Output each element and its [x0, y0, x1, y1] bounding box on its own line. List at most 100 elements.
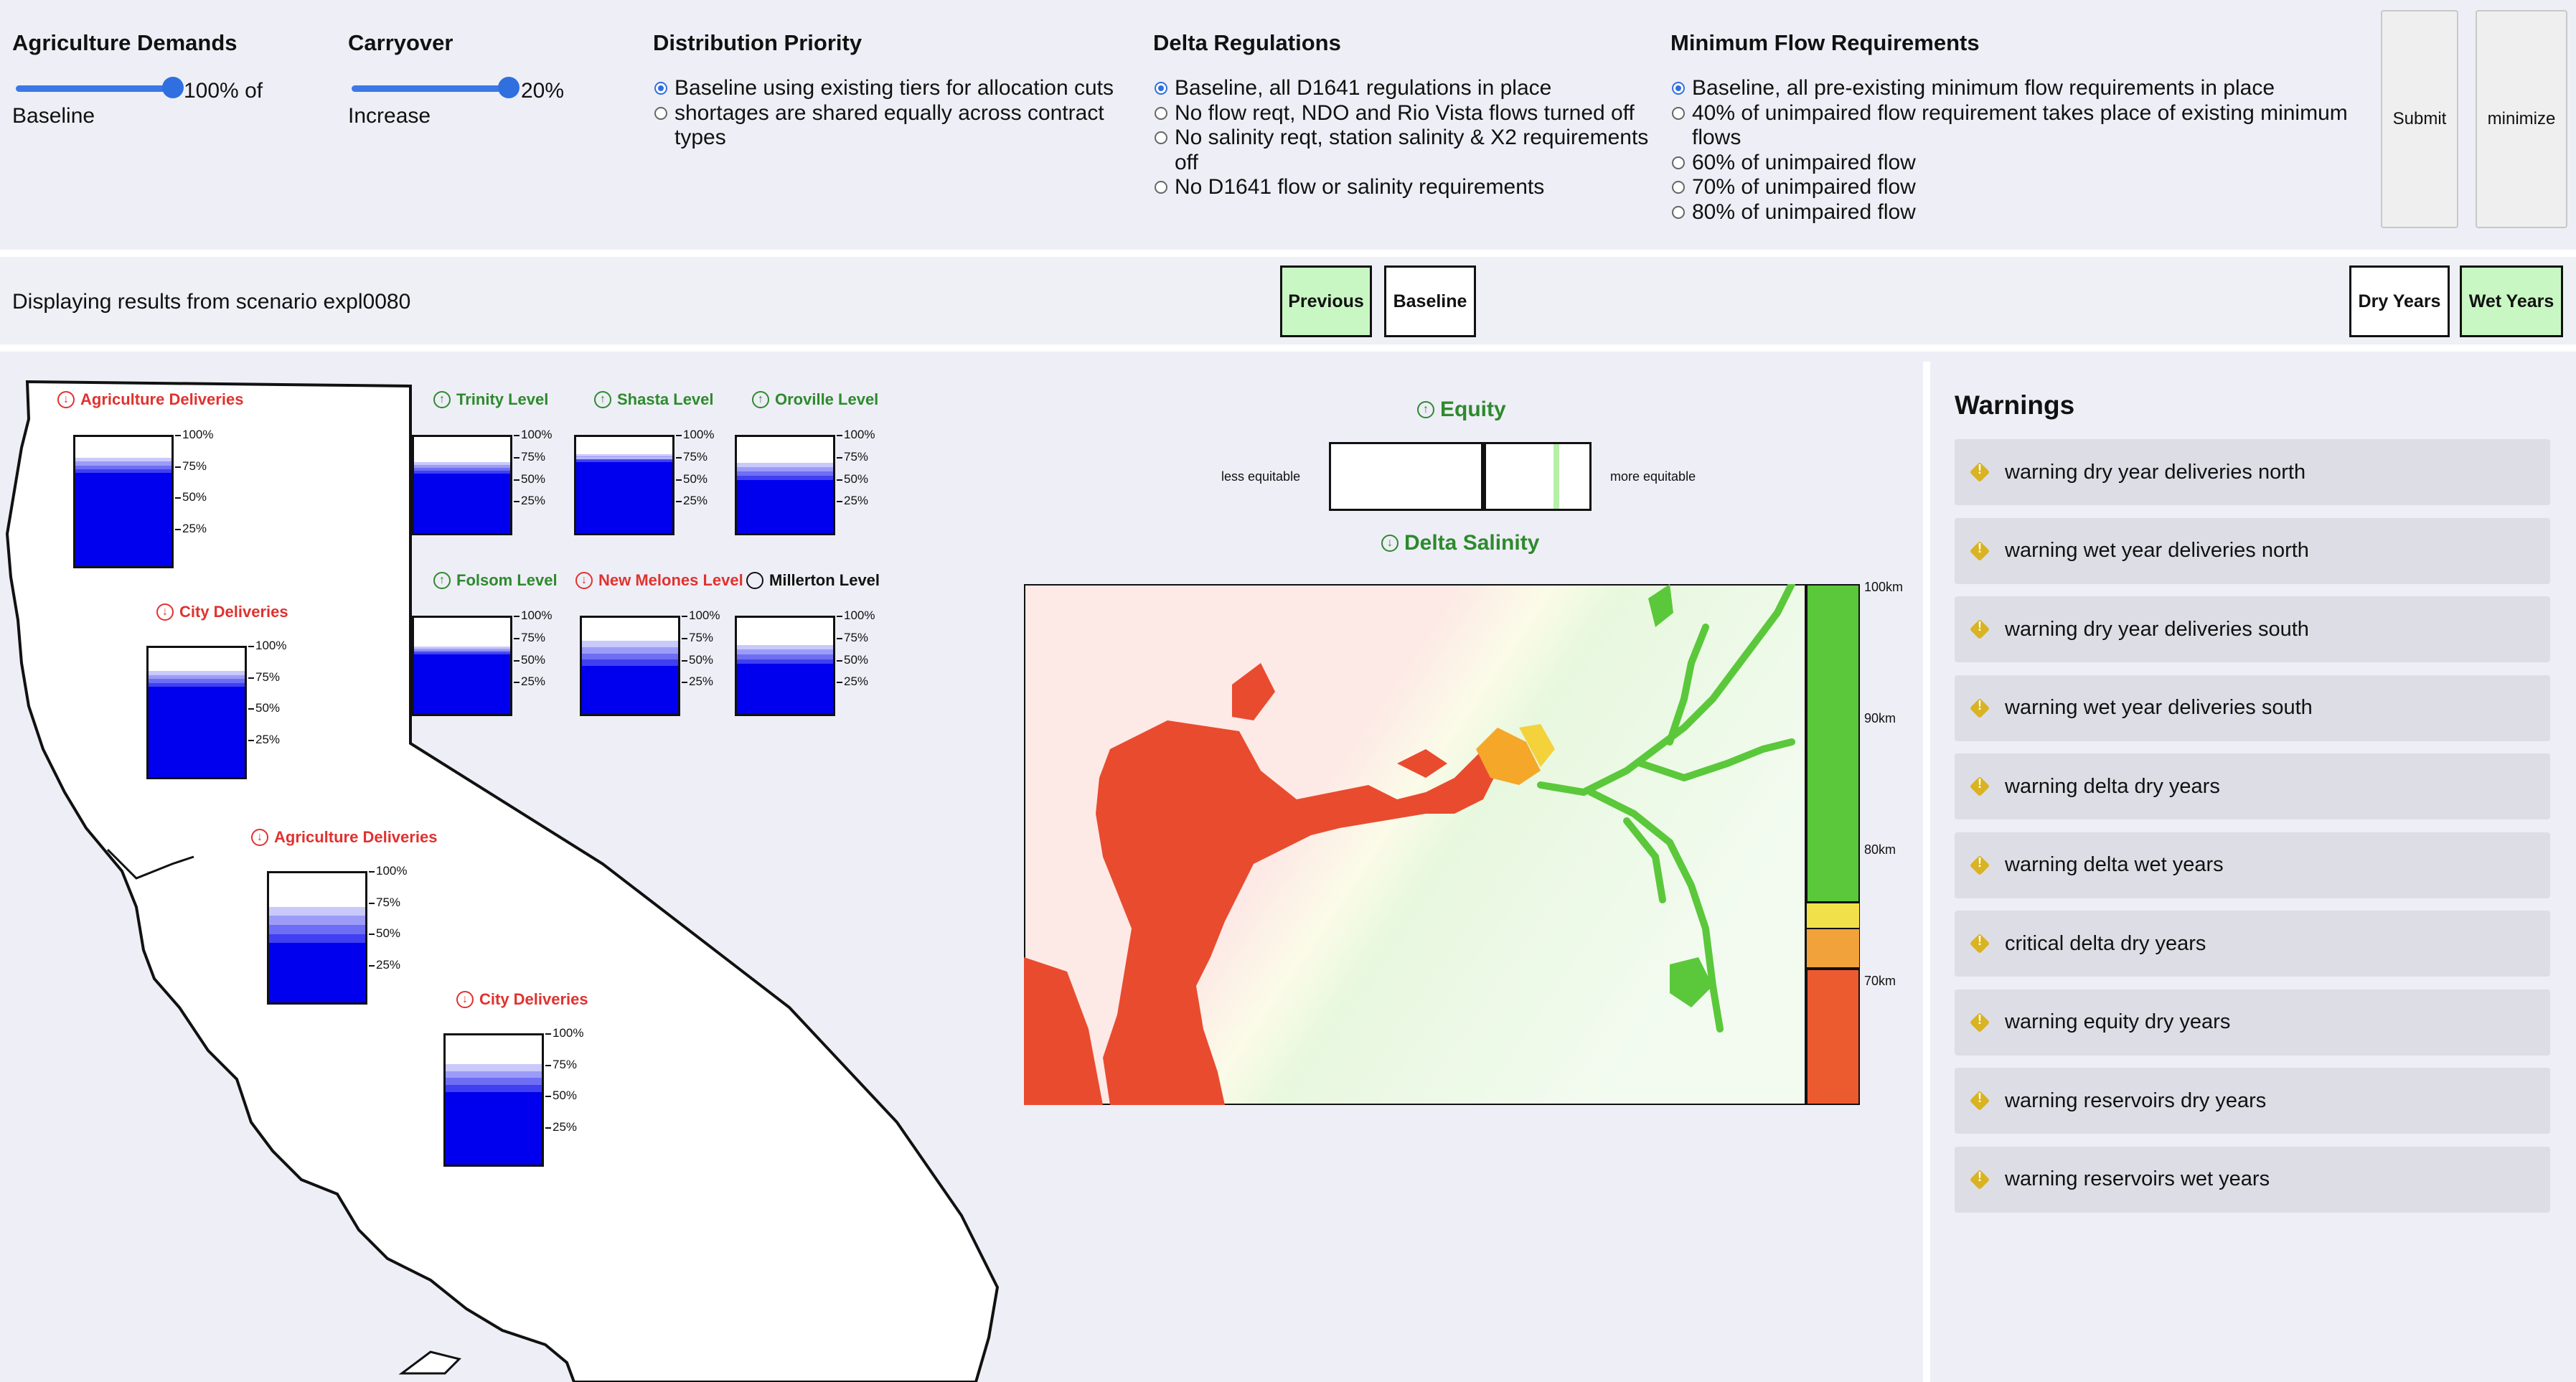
gauge-title: ↓ Agriculture Deliveries [57, 390, 243, 409]
slider-thumb[interactable] [498, 77, 520, 98]
gauge-title-text: Oroville Level [775, 390, 879, 408]
gauge-title-text: City Deliveries [479, 990, 588, 1008]
warning-item[interactable]: warning reservoirs dry years [1955, 1068, 2550, 1134]
warning-icon [1970, 776, 1989, 796]
distribution-option[interactable]: Baseline using existing tiers for alloca… [650, 76, 1124, 101]
warning-icon [1970, 1091, 1989, 1110]
wet-years-button[interactable]: Wet Years [2460, 265, 2563, 337]
gauge-band [149, 679, 245, 683]
arrow-up-icon: ↑ [594, 391, 611, 408]
gauge-title: ↓ Agriculture Deliveries [251, 828, 437, 847]
radio-button[interactable] [654, 82, 667, 95]
agriculture-demands-value: 100% of [184, 79, 263, 103]
salinity-scale-red [1805, 967, 1860, 1105]
radio-button[interactable] [1672, 205, 1685, 219]
gauge-band [737, 463, 833, 468]
carryover-value: 20% [521, 79, 565, 103]
gauge-fill [75, 473, 171, 566]
warning-icon [1970, 1170, 1989, 1189]
radio-button[interactable] [1155, 131, 1167, 144]
arrow-up-icon: ↑ [433, 391, 451, 408]
warning-item[interactable]: warning dry year deliveries north [1955, 439, 2550, 505]
gauge-band [414, 647, 510, 649]
gauge-tick-label: 100% [513, 608, 553, 622]
gauge-fill [582, 666, 678, 714]
gauge-box [267, 871, 367, 1005]
gauge-band [75, 461, 171, 466]
gauge-fill [149, 687, 245, 777]
equity-right-label: more equitable [1610, 469, 1696, 484]
warning-item[interactable]: warning delta dry years [1955, 753, 2550, 819]
gauge-band [446, 1063, 542, 1071]
gauge-band [269, 925, 365, 934]
radio-button[interactable] [1672, 106, 1685, 120]
warning-item[interactable]: warning wet year deliveries north [1955, 517, 2550, 584]
carryover-slider[interactable] [349, 74, 521, 103]
minflow-option[interactable]: Baseline, all pre-existing minimum flow … [1668, 76, 2356, 101]
radio-button[interactable] [1155, 82, 1167, 95]
gauge-tick-label: 25% [513, 494, 546, 508]
warning-item[interactable]: warning reservoirs wet years [1955, 1146, 2550, 1213]
radio-button[interactable] [1155, 181, 1167, 194]
radio-button[interactable] [1672, 156, 1685, 169]
gauge-title-text: Agriculture Deliveries [80, 390, 244, 408]
gauge-fill [414, 473, 510, 533]
gauge-tick-label: 100% [675, 428, 715, 441]
gauge-box [73, 435, 174, 568]
baseline-button[interactable]: Baseline [1384, 265, 1476, 337]
minflow-option[interactable]: 60% of unimpaired flow [1668, 151, 2356, 176]
minflow-option[interactable]: 40% of unimpaired flow requirement takes… [1668, 101, 2356, 151]
gauge-band [414, 461, 510, 465]
warning-text: warning delta dry years [2005, 774, 2220, 798]
gauge-box [443, 1033, 544, 1167]
gauge-band [269, 906, 365, 916]
radio-button[interactable] [654, 106, 667, 120]
minflow-option[interactable]: 70% of unimpaired flow [1668, 175, 2356, 200]
slider-track [352, 85, 509, 92]
equity-title: ↑ Equity [1417, 398, 1506, 422]
gauge-tick-label: 25% [174, 521, 207, 535]
gauge-band [414, 648, 510, 651]
gauge-box [574, 435, 674, 535]
gauge-box [146, 646, 247, 779]
delta-option[interactable]: No D1641 flow or salinity requirements [1150, 175, 1653, 200]
gauge-title-text: Folsom Level [456, 571, 558, 589]
delta-option[interactable]: No salinity reqt, station salinity & X2 … [1150, 126, 1653, 175]
radio-button[interactable] [1672, 181, 1685, 194]
gauge-title: Millerton Level [746, 571, 880, 590]
gauge-tick-label: 25% [545, 1119, 578, 1134]
delta-option[interactable]: No flow reqt, NDO and Rio Vista flows tu… [1150, 101, 1653, 126]
gauge-band [737, 649, 833, 654]
warning-item[interactable]: warning wet year deliveries south [1955, 674, 2550, 741]
warning-item[interactable]: warning dry year deliveries south [1955, 596, 2550, 662]
distribution-option[interactable]: shortages are shared equally across cont… [650, 101, 1124, 151]
gauge-title-text: Shasta Level [617, 390, 714, 408]
previous-button[interactable]: Previous [1280, 265, 1372, 337]
arrow-down-icon: ↓ [456, 991, 474, 1008]
radio-label: 70% of unimpaired flow [1692, 175, 1916, 199]
california-outline [5, 380, 1000, 1382]
warning-item[interactable]: warning delta wet years [1955, 832, 2550, 898]
gauge-tick-label: 25% [248, 732, 281, 746]
gauge-title: ↑ Shasta Level [594, 390, 714, 409]
minflow-option[interactable]: 80% of unimpaired flow [1668, 200, 2356, 225]
agriculture-demands-slider[interactable] [13, 74, 185, 103]
warning-item[interactable]: critical delta dry years [1955, 911, 2550, 977]
gauge-band [576, 458, 672, 461]
minimize-button[interactable]: minimize [2476, 10, 2567, 228]
radio-button[interactable] [1155, 106, 1167, 120]
gauge-band [269, 934, 365, 944]
gauge-title-text: New Melones Level [598, 571, 743, 589]
dry-years-button[interactable]: Dry Years [2349, 265, 2450, 337]
radio-button[interactable] [1672, 82, 1685, 95]
gauge-band [149, 682, 245, 687]
delta-option[interactable]: Baseline, all D1641 regulations in place [1150, 76, 1653, 101]
gauge-tick-label: 50% [836, 652, 869, 667]
submit-button[interactable]: Submit [2381, 10, 2458, 228]
radio-label: 80% of unimpaired flow [1692, 199, 1916, 224]
gauge-tick-label: 100% [368, 864, 408, 878]
slider-thumb[interactable] [162, 77, 184, 98]
radio-label: shortages are shared equally across cont… [674, 100, 1104, 150]
gauge-title: ↑ Folsom Level [433, 571, 558, 590]
warning-item[interactable]: warning equity dry years [1955, 989, 2550, 1056]
